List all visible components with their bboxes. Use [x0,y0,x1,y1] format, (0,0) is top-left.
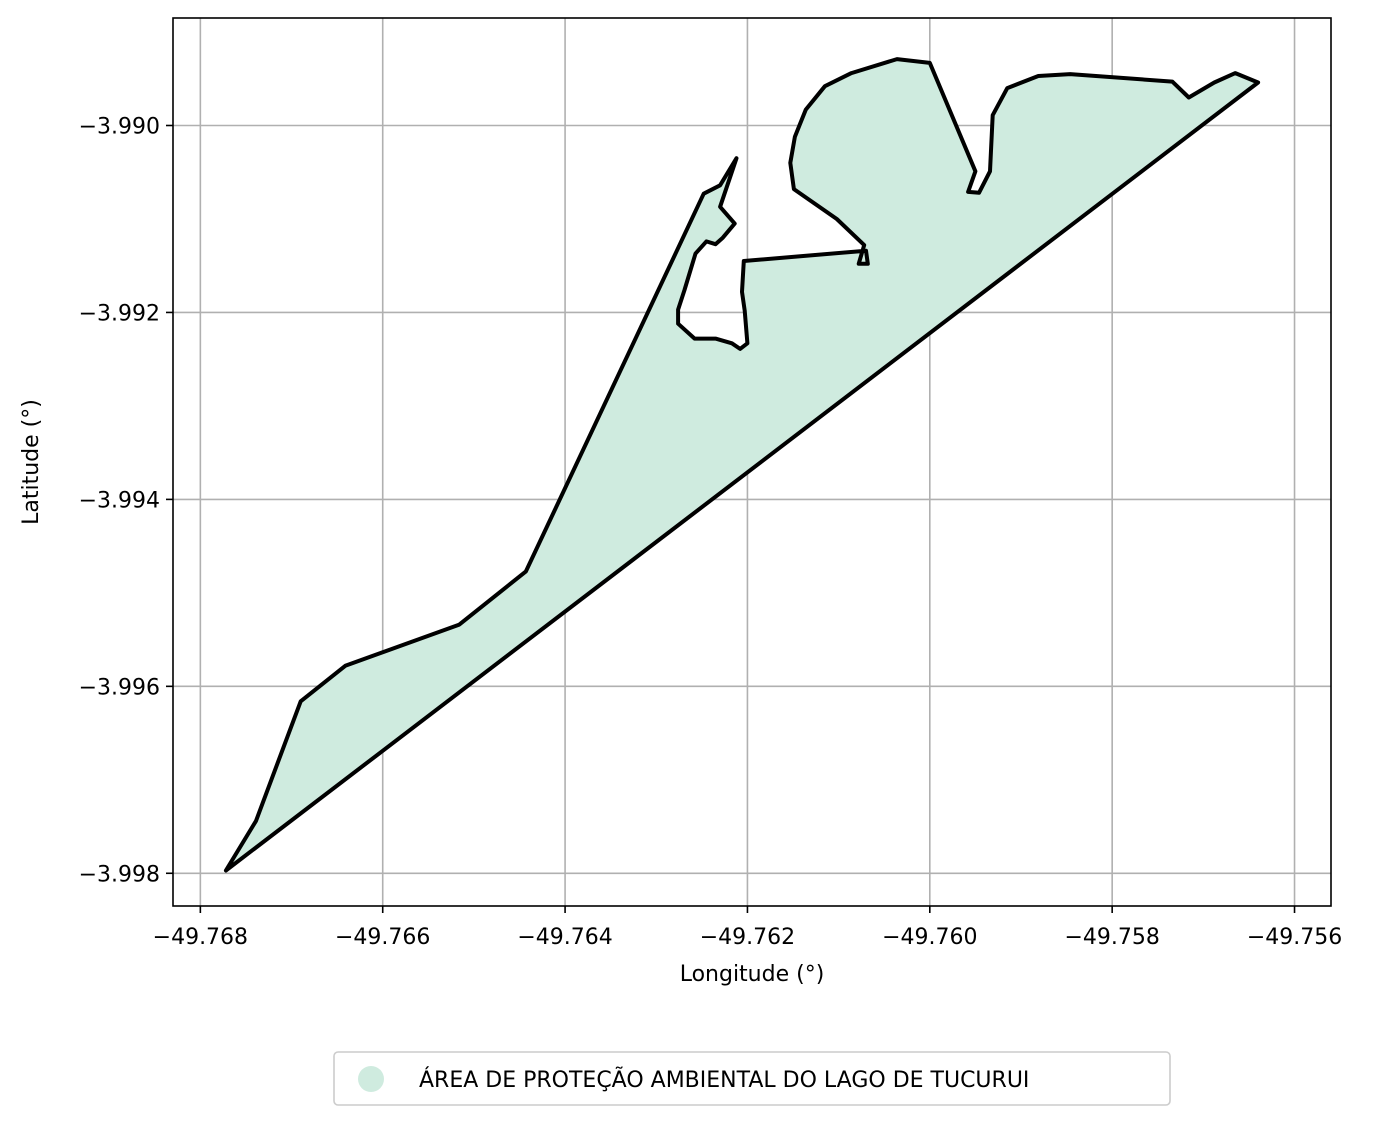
y-axis-label: Latitude (°) [19,399,44,525]
legend: ÁREA DE PROTEÇÃO AMBIENTAL DO LAGO DE TU… [333,1051,1171,1106]
x-tick-label: −49.756 [1247,925,1342,950]
y-tick-label: −3.996 [79,675,160,700]
x-tick-label: −49.762 [700,925,795,950]
x-tick-label: −49.766 [335,925,430,950]
x-tick-label: −49.760 [882,925,977,950]
y-axis-ticks: −3.990 −3.992 −3.994 −3.996 −3.998 [79,114,173,887]
apa-polygon [223,57,1261,873]
legend-label: ÁREA DE PROTEÇÃO AMBIENTAL DO LAGO DE TU… [419,1066,1029,1093]
legend-swatch [358,1066,384,1092]
y-tick-label: −3.990 [79,114,160,139]
y-tick-label: −3.998 [79,862,160,887]
legend-frame [333,1051,1171,1106]
y-tick-label: −3.992 [79,301,160,326]
y-tick-label: −3.994 [79,488,160,513]
x-tick-label: −49.758 [1064,925,1159,950]
x-tick-label: −49.768 [153,925,248,950]
plot-frame [172,17,1332,907]
polygon-layer [223,57,1261,873]
x-axis-ticks: −49.768 −49.766 −49.764 −49.762 −49.760 −49.7… [153,906,1342,950]
x-axis-label: Longitude (°) [680,962,825,987]
x-tick-label: −49.764 [517,925,612,950]
